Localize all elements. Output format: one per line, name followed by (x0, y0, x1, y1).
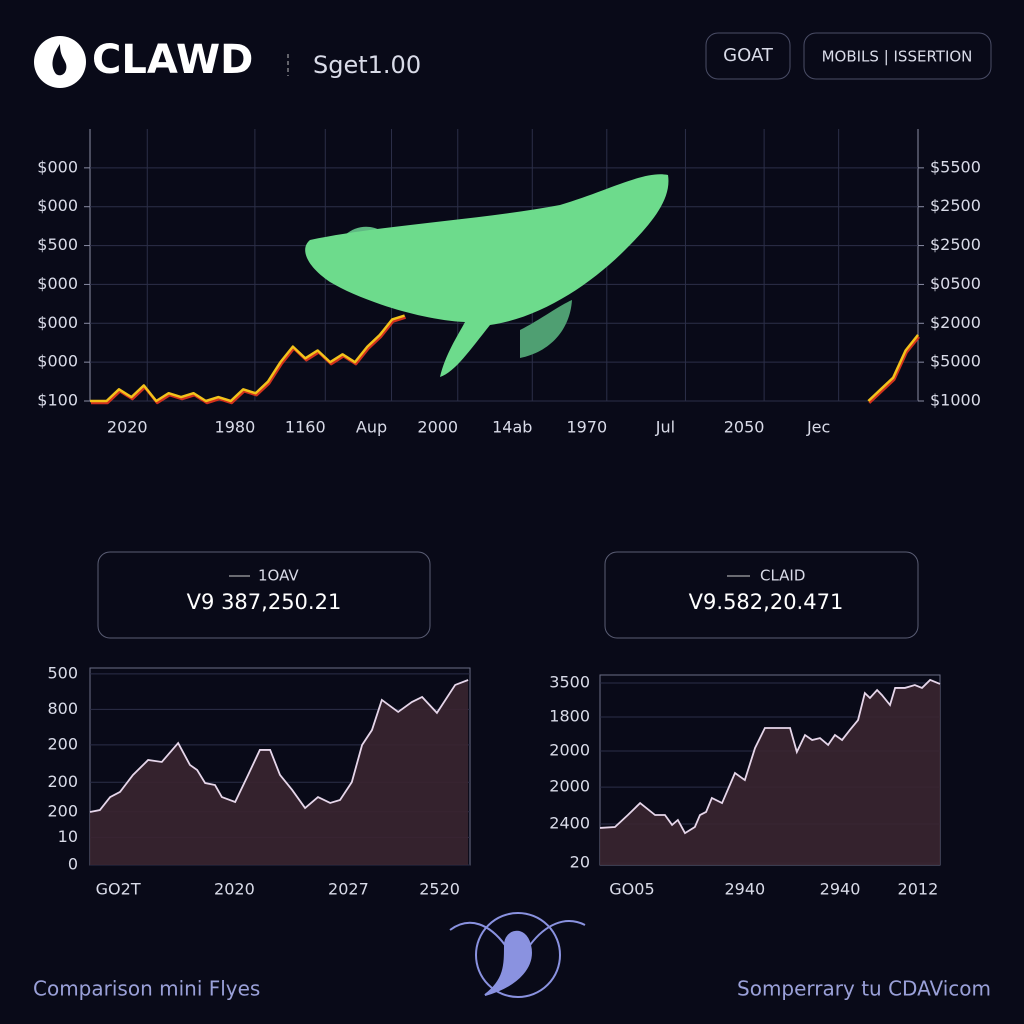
stat-card (604, 551, 919, 639)
y2-tick-label: $2500 (930, 196, 981, 215)
y2-tick-label: $0500 (930, 274, 981, 293)
ticker: Sget1.00 (313, 51, 421, 79)
x-tick-label: Jec (806, 418, 830, 437)
y-tick-label: $100 (37, 391, 78, 410)
y-tick-label: $000 (37, 274, 78, 293)
whale-illustration (305, 174, 669, 377)
y-tick-label: 0 (68, 855, 78, 874)
x-tick-label: 2940 (820, 880, 861, 899)
x-tick-label: 14ab (492, 418, 532, 437)
charts: $100 $000 $000 $000 $500 $000 $000 $1000 $5000 $2… (37, 129, 981, 899)
x-tick-label: 2012 (898, 880, 939, 899)
x-tick-label: 1980 (215, 418, 256, 437)
y-tick-label: 1800 (549, 706, 590, 725)
y-tick-label: $000 (37, 313, 78, 332)
button-label[interactable]: MOBILS | ISSERTION (822, 48, 973, 66)
stat-value: V9 387,250.21 (187, 590, 342, 614)
y-tick-label: 2000 (549, 741, 590, 760)
x-tick-label: 2520 (419, 880, 460, 899)
y-tick-label: $000 (37, 196, 78, 215)
area-fill (600, 679, 940, 865)
y2-tick-label: $5500 (930, 157, 981, 176)
button[interactable] (803, 32, 992, 80)
y-tick-label: 500 (47, 663, 78, 682)
brand: CLAWD (92, 37, 253, 83)
logo-flame (52, 44, 67, 76)
x-tick-label: Aup (356, 418, 387, 437)
y-tick-label: 3500 (549, 672, 590, 691)
y-tick-label: 200 (47, 772, 78, 791)
x-tick-label: 2940 (724, 880, 765, 899)
y2-tick-label: $1000 (930, 391, 981, 410)
footer-left: Comparison mini Flyes (33, 977, 260, 1001)
area-line (599, 678, 941, 835)
y-tick-label: 2000 (549, 777, 590, 796)
y-tick-label: 200 (47, 734, 78, 753)
x-tick-label: GO2T (96, 880, 141, 899)
button-label[interactable]: GOAT (723, 45, 774, 66)
x-tick-label: 2020 (107, 418, 148, 437)
stat-card (97, 551, 431, 639)
x-tick-label: 2027 (328, 880, 369, 899)
x-tick-label: 1160 (285, 418, 326, 437)
button[interactable] (705, 32, 791, 80)
x-tick-label: Jul (655, 418, 675, 437)
y2-tick-label: $5000 (930, 352, 981, 371)
dragon-icon (449, 912, 586, 998)
y-tick-label: $000 (37, 352, 78, 371)
y-tick-label: $500 (37, 235, 78, 254)
y-tick-label: $000 (37, 157, 78, 176)
x-tick-label: 1970 (566, 418, 607, 437)
y2-tick-label: $2500 (930, 235, 981, 254)
stat-label: 1OAV (258, 567, 299, 585)
footer-right: Somperrary tu CDAVicom (737, 977, 991, 1001)
y-tick-label: 2400 (549, 813, 590, 832)
x-tick-label: 2050 (724, 418, 765, 437)
y-tick-label: 20 (570, 853, 590, 872)
y-tick-label: 800 (47, 699, 78, 718)
stat-value: V9.582,20.471 (689, 590, 844, 614)
line-series (90, 314, 919, 403)
x-tick-label: 2000 (417, 418, 458, 437)
y2-tick-label: $2000 (930, 313, 981, 332)
area-line (89, 679, 469, 813)
x-tick-label: 2020 (214, 880, 255, 899)
stat-label: CLAID (760, 567, 805, 585)
y-tick-label: 200 (47, 801, 78, 820)
y-tick-label: 10 (58, 827, 78, 846)
x-tick-label: GO05 (609, 880, 654, 899)
